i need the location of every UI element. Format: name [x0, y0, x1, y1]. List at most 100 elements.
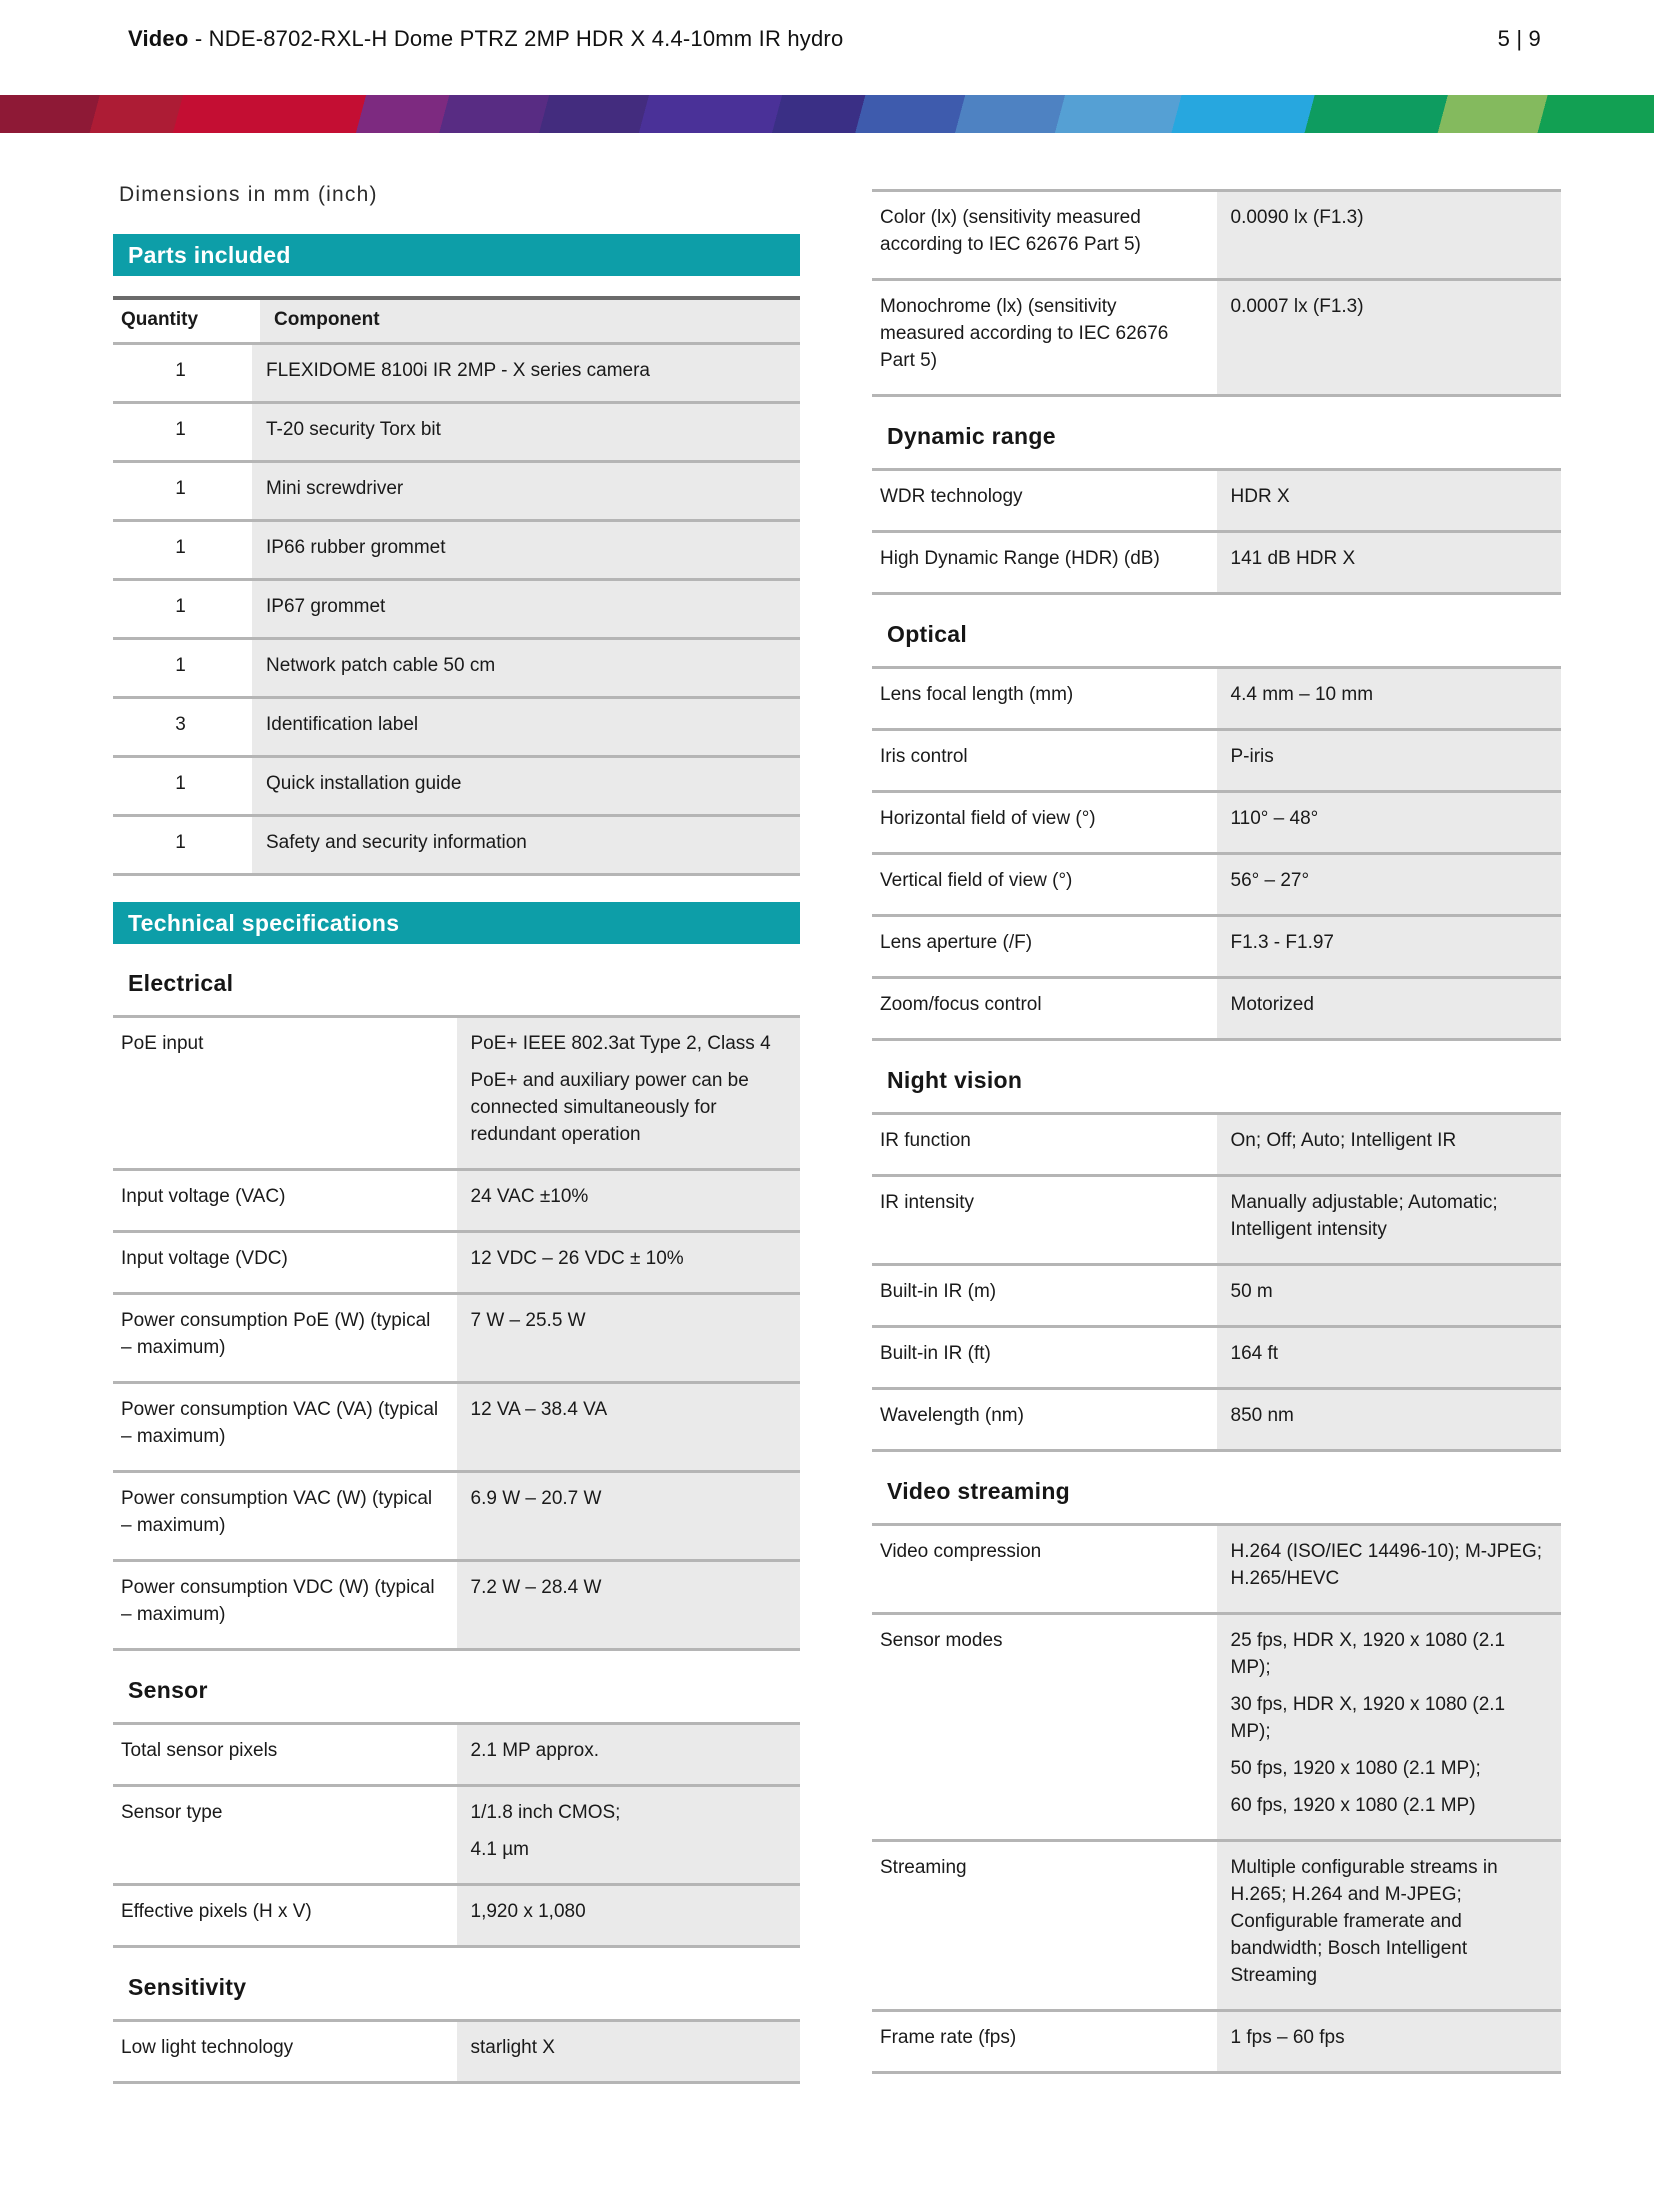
quantity-cell: 3 [175, 714, 186, 735]
component-cell: IP66 rubber grommet [252, 522, 800, 578]
spec-value: 2.1 MP approx. [456, 1725, 800, 1784]
section-heading: Sensor [128, 1677, 208, 1703]
quantity-cell: 1 [175, 773, 186, 794]
component-cell: Safety and security information [252, 817, 800, 873]
spec-table: IR function On; Off; Auto; Intelligent IR… [872, 1112, 1561, 1452]
page-header: Video - NDE-8702-RXL-H Dome PTRZ 2MP HDR… [128, 26, 1541, 52]
spec-value-line: 56° – 27° [1230, 870, 1310, 891]
spec-label: Low light technology [113, 2022, 457, 2081]
spec-value: 12 VA – 38.4 VA [456, 1384, 800, 1470]
spec-row: Wavelength (nm) 850 nm [872, 1387, 1561, 1449]
parts-row: 1 IP67 grommet [113, 578, 800, 637]
component-cell: Mini screwdriver [252, 463, 800, 519]
spec-value-line: On; Off; Auto; Intelligent IR [1230, 1130, 1457, 1151]
spec-label: Power consumption VAC (VA) (typical – ma… [113, 1384, 457, 1470]
spec-value: 850 nm [1216, 1390, 1561, 1449]
spec-label: Lens aperture (/F) [872, 917, 1217, 976]
spec-value: 12 VDC – 26 VDC ± 10% [456, 1233, 800, 1292]
spec-row: Power consumption PoE (W) (typical – max… [113, 1292, 800, 1381]
spec-table: Video compression H.264 (ISO/IEC 14496-10… [872, 1523, 1561, 2074]
spec-value: 1 fps – 60 fps [1216, 2012, 1561, 2071]
spec-label: Effective pixels (H x V) [113, 1886, 457, 1945]
parts-col-quantity: Quantity [113, 300, 260, 342]
spec-label: Frame rate (fps) [872, 2012, 1217, 2071]
spec-value: 25 fps, HDR X, 1920 x 1080 (2.1 MP); 30 f… [1216, 1615, 1561, 1839]
spec-value-line: 0.0090 lx (F1.3) [1230, 207, 1364, 228]
quantity-cell: 1 [175, 360, 186, 381]
left-column: Dimensions in mm (inch) Parts included Q… [113, 183, 800, 2084]
spec-value-line: 6.9 W – 20.7 W [470, 1488, 602, 1509]
spec-row: Low light technology starlight X [113, 2019, 800, 2081]
spec-label: PoE input [113, 1018, 457, 1168]
spec-label: Video compression [872, 1526, 1217, 1612]
spec-row: Total sensor pixels 2.1 MP approx. [113, 1722, 800, 1784]
spec-row: Power consumption VAC (W) (typical – max… [113, 1470, 800, 1559]
spec-value-line: 4.1 µm [470, 1839, 529, 1860]
spec-label: IR intensity [872, 1177, 1217, 1263]
spec-value-line: 50 fps, 1920 x 1080 (2.1 MP); [1230, 1758, 1481, 1779]
spec-label: Color (lx) (sensitivity measured accordi… [872, 192, 1217, 278]
parts-table: Quantity Component 1 FLEXIDOME 8100i IR 2… [113, 296, 800, 876]
spec-row: Zoom/focus control Motorized [872, 976, 1561, 1038]
spec-value-line: 1/1.8 inch CMOS; [470, 1802, 621, 1823]
parts-row: 1 T-20 security Torx bit [113, 401, 800, 460]
spec-row: Vertical field of view (°) 56° – 27° [872, 852, 1561, 914]
spec-value-line: 7 W – 25.5 W [470, 1310, 586, 1331]
spec-row: Video compression H.264 (ISO/IEC 14496-10… [872, 1523, 1561, 1612]
component-cell: Quick installation guide [252, 758, 800, 814]
component-cell: FLEXIDOME 8100i IR 2MP - X series camera [252, 345, 800, 401]
spec-row: Built-in IR (m) 50 m [872, 1263, 1561, 1325]
spec-label: Lens focal length (mm) [872, 669, 1217, 728]
section-heading: Optical [887, 621, 968, 647]
spec-value-line: 25 fps, HDR X, 1920 x 1080 (2.1 MP); [1230, 1630, 1506, 1678]
spec-label: Zoom/focus control [872, 979, 1217, 1038]
spec-label: Streaming [872, 1842, 1217, 2009]
spec-value-line: 24 VAC ±10% [470, 1186, 589, 1207]
spec-label: Monochrome (lx) (sensitivity measured ac… [872, 281, 1217, 394]
spec-table: Low light technology starlight X [113, 2019, 800, 2084]
parts-row: 1 IP66 rubber grommet [113, 519, 800, 578]
parts-col-component: Component [260, 300, 800, 342]
spec-row: Horizontal field of view (°) 110° – 48° [872, 790, 1561, 852]
component-cell: T-20 security Torx bit [252, 404, 800, 460]
spec-value: 24 VAC ±10% [456, 1171, 800, 1230]
spec-label: Wavelength (nm) [872, 1390, 1217, 1449]
spec-row: Power consumption VAC (VA) (typical – ma… [113, 1381, 800, 1470]
spec-label: Iris control [872, 731, 1217, 790]
header-category: Video [128, 26, 189, 51]
spec-label: Total sensor pixels [113, 1725, 457, 1784]
spec-label: Built-in IR (ft) [872, 1328, 1217, 1387]
spec-row: Frame rate (fps) 1 fps – 60 fps [872, 2009, 1561, 2071]
spec-label: Power consumption PoE (W) (typical – max… [113, 1295, 457, 1381]
parts-table-header: Quantity Component [113, 300, 800, 342]
spec-value: Motorized [1216, 979, 1561, 1038]
spec-row: Effective pixels (H x V) 1,920 x 1,080 [113, 1883, 800, 1945]
component-cell: Network patch cable 50 cm [252, 640, 800, 696]
spec-value-line: 850 nm [1230, 1405, 1294, 1426]
spec-value: 1/1.8 inch CMOS; 4.1 µm [456, 1787, 800, 1883]
parts-row: 1 FLEXIDOME 8100i IR 2MP - X series camer… [113, 342, 800, 401]
dimensions-note: Dimensions in mm (inch) [119, 183, 378, 206]
spec-label: Input voltage (VDC) [113, 1233, 457, 1292]
spec-value-line: 7.2 W – 28.4 W [470, 1577, 602, 1598]
spec-value-line: Multiple configurable streams in H.265; … [1230, 1857, 1498, 1986]
parts-included-title: Parts included [128, 241, 291, 268]
spec-row: IR function On; Off; Auto; Intelligent IR [872, 1112, 1561, 1174]
spec-value-line: 12 VA – 38.4 VA [470, 1399, 608, 1420]
spec-value: Manually adjustable; Automatic; Intellig… [1216, 1177, 1561, 1263]
spec-value-line: P-iris [1230, 746, 1274, 767]
spec-table: Lens focal length (mm) 4.4 mm – 10 mm Iris… [872, 666, 1561, 1041]
spec-value: 0.0007 lx (F1.3) [1216, 281, 1561, 394]
spec-value: 4.4 mm – 10 mm [1216, 669, 1561, 728]
page-number: 5 | 9 [1497, 26, 1541, 51]
component-cell: IP67 grommet [252, 581, 800, 637]
spec-value: H.264 (ISO/IEC 14496-10); M-JPEG; H.265/… [1216, 1526, 1561, 1612]
spec-value-line: 12 VDC – 26 VDC ± 10% [470, 1248, 684, 1269]
spec-row: PoE input PoE+ IEEE 802.3at Type 2, Class… [113, 1015, 800, 1168]
section-heading: Dynamic range [887, 423, 1056, 449]
quantity-cell: 1 [175, 832, 186, 853]
spec-value: 7.2 W – 28.4 W [456, 1562, 800, 1648]
spec-value: 1,920 x 1,080 [456, 1886, 800, 1945]
spec-value: 6.9 W – 20.7 W [456, 1473, 800, 1559]
